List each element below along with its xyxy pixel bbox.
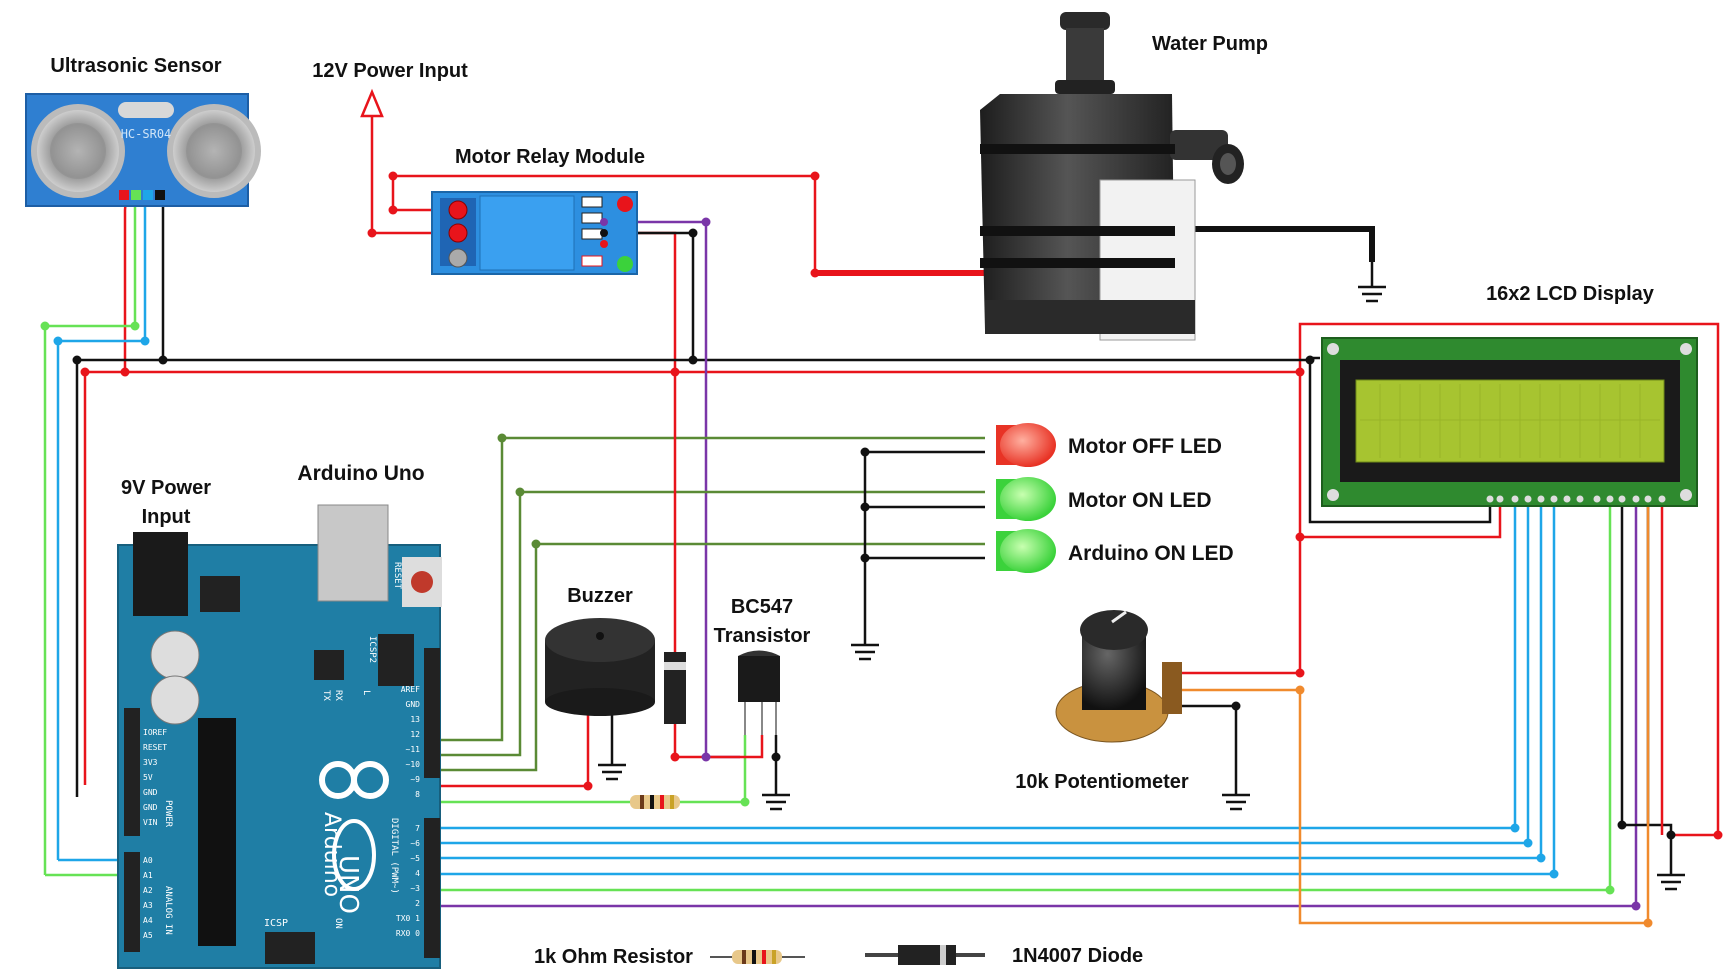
digital-header-text: DIGITAL (PWM~) [389, 818, 399, 894]
power-pin-label-3: 5V [143, 773, 153, 782]
icsp2-text: ICSP2 [367, 636, 377, 663]
digital-top-pin-label-4: ~11 [406, 745, 421, 754]
uno-model-text: UNO [333, 855, 363, 914]
power-header-text: POWER [163, 800, 173, 828]
diode-legend-label: 1N4007 Diode [1012, 945, 1143, 967]
wire-led-ard-signal [432, 542, 985, 772]
resistor-legend-label: 1k Ohm Resistor [534, 946, 693, 968]
wire-buzzer [432, 708, 590, 788]
power-12v-label: 12V Power Input [312, 60, 468, 82]
on-text: ON [333, 918, 343, 929]
digital-bottom-pin-label-7: RX0 0 [396, 929, 420, 938]
power-pin-label-1: RESET [143, 743, 167, 752]
tx-text: TX [321, 690, 331, 701]
digital-top-pin-label-7: 8 [415, 790, 420, 799]
wire-echo [56, 197, 147, 860]
lcd-label: 16x2 LCD Display [1486, 283, 1655, 305]
digital-top-pin-label-3: 12 [410, 730, 420, 739]
digital-top-pin-label-1: GND [406, 700, 421, 709]
analog-pin-label-5: A5 [143, 931, 153, 940]
power-pin-label-5: GND [143, 803, 158, 812]
water-pump [980, 12, 1244, 341]
legend: 1k Ohm Resistor 1N4007 Diode [534, 945, 1143, 968]
digital-bottom-pin-label-6: TX0 1 [396, 914, 420, 923]
digital-top-pin-labels: AREF GND 13 12 ~11 ~10 ~9 8 [401, 685, 420, 799]
led-arduino-on-label: Arduino ON LED [1068, 542, 1234, 565]
power-pin-label-4: GND [143, 788, 158, 797]
sensor-model-text: HC-SR04 [121, 127, 172, 141]
digital-bottom-pin-label-4: ~3 [410, 884, 420, 893]
digital-top-pin-label-5: ~10 [406, 760, 421, 769]
led-arduino-on [996, 529, 1056, 573]
lcd-display [1321, 337, 1698, 507]
digital-bottom-pin-label-2: ~5 [410, 854, 420, 863]
wire-led-off-signal [432, 436, 985, 742]
ground-symbols [598, 262, 1685, 891]
buzzer [545, 618, 655, 716]
uno-brand-text: Arduino [319, 812, 344, 897]
ultrasonic-sensor-label: Ultrasonic Sensor [50, 55, 221, 77]
resistor-legend-symbol [710, 950, 805, 964]
potentiometer [1055, 610, 1182, 743]
diode [664, 652, 686, 724]
wire-gnd-rail [75, 358, 1492, 797]
power-pin-label-6: VIN [143, 818, 158, 827]
digital-bottom-pin-label-5: 2 [415, 899, 420, 908]
wire-trig [43, 197, 137, 875]
analog-pin-label-2: A2 [143, 886, 153, 895]
power-pin-label-0: IOREF [143, 728, 167, 737]
led-motor-off [996, 423, 1056, 467]
arduino-uno [117, 504, 442, 969]
analog-header-text: ANALOG IN [163, 886, 173, 935]
digital-top-pin-label-2: 13 [410, 715, 420, 724]
led-motor-on-label: Motor ON LED [1068, 489, 1211, 512]
transistor-label-line1: BC547 [731, 596, 793, 618]
wire-contrast [1182, 499, 1650, 925]
power-12v-arrow [360, 88, 384, 118]
wire-pump-black [1195, 226, 1375, 262]
digital-top-pin-label-6: ~9 [410, 775, 420, 784]
led-motor-on [996, 477, 1056, 521]
transistor-label-line2: Transistor [714, 625, 811, 647]
diode-legend-symbol [865, 945, 985, 965]
wire-led-on-signal [432, 490, 985, 757]
led-motor-off-label: Motor OFF LED [1068, 435, 1222, 458]
transistor [738, 650, 780, 735]
analog-pin-labels: A0 A1 A2 A3 A4 A5 [143, 856, 153, 940]
power9-label-line1: 9V Power [121, 477, 211, 499]
digital-bottom-pin-label-0: 7 [415, 824, 420, 833]
water-pump-label: Water Pump [1152, 33, 1268, 55]
rx-text: RX [333, 690, 343, 701]
icsp-text: ICSP [264, 918, 288, 929]
buzzer-label: Buzzer [567, 585, 633, 607]
analog-pin-label-0: A0 [143, 856, 153, 865]
power-pin-label-2: 3V3 [143, 758, 158, 767]
wire-relay-pump-top [391, 174, 817, 273]
pot-label: 10k Potentiometer [1015, 771, 1189, 793]
reset-text: RESET [392, 562, 402, 590]
junction-dots [40, 171, 1723, 928]
digital-bottom-pin-label-3: 4 [415, 869, 420, 878]
power-pin-labels: IOREF RESET 3V3 5V GND GND VIN [143, 728, 167, 827]
analog-pin-label-1: A1 [143, 871, 153, 880]
digital-bottom-pin-label-1: ~6 [410, 839, 420, 848]
digital-top-pin-label-0: AREF [401, 685, 420, 694]
wire-5v-sensor [123, 196, 128, 372]
ultrasonic-sensor: HC-SR04 [25, 93, 261, 207]
l-text: L [361, 690, 371, 695]
digital-bottom-pin-labels: 7 ~6 ~5 4 ~3 2 TX0 1 RX0 0 [396, 824, 420, 938]
analog-pin-label-3: A3 [143, 901, 153, 910]
wire-5v-lcd [1298, 372, 1502, 539]
wire-diode [673, 372, 764, 759]
relay-label: Motor Relay Module [455, 146, 645, 168]
wire-led-gnd [863, 450, 985, 645]
arduino-label: Arduino Uno [297, 462, 424, 485]
wire-pot-gnd [1182, 704, 1238, 795]
analog-pin-label-4: A4 [143, 916, 153, 925]
wire-lcd-gnd [1620, 499, 1673, 875]
relay-module [431, 191, 638, 275]
resistor [630, 795, 680, 809]
power9-label-line2: Input [142, 506, 191, 528]
